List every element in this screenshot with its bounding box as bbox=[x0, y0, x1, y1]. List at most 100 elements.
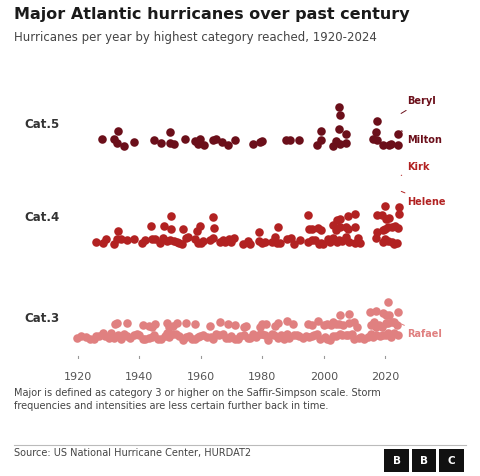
Point bbox=[378, 323, 385, 330]
Point bbox=[166, 139, 173, 147]
Point bbox=[123, 332, 131, 339]
Text: Major Atlantic hurricanes over past century: Major Atlantic hurricanes over past cent… bbox=[14, 7, 410, 22]
Point bbox=[373, 211, 381, 219]
Point bbox=[385, 215, 393, 222]
Point bbox=[318, 136, 325, 144]
Point bbox=[142, 237, 149, 244]
Text: 1980: 1980 bbox=[248, 372, 276, 382]
Point bbox=[191, 235, 199, 243]
Text: Milton: Milton bbox=[401, 131, 442, 145]
Point bbox=[333, 238, 341, 246]
Point bbox=[147, 222, 155, 229]
Point bbox=[255, 228, 263, 236]
Point bbox=[350, 335, 358, 343]
Point bbox=[113, 319, 121, 327]
Point bbox=[194, 140, 202, 148]
FancyBboxPatch shape bbox=[384, 449, 409, 472]
Point bbox=[394, 308, 402, 316]
Point bbox=[163, 238, 171, 245]
Point bbox=[101, 332, 109, 339]
Point bbox=[379, 309, 387, 317]
Point bbox=[107, 329, 115, 337]
Point bbox=[166, 334, 173, 341]
Point bbox=[110, 240, 118, 248]
Point bbox=[345, 332, 352, 339]
Point bbox=[175, 332, 183, 340]
Point bbox=[120, 142, 128, 149]
Point bbox=[96, 332, 103, 340]
Point bbox=[256, 139, 264, 146]
Point bbox=[345, 310, 352, 317]
Point bbox=[351, 224, 359, 231]
Point bbox=[342, 223, 349, 231]
Text: B: B bbox=[420, 456, 428, 466]
Point bbox=[127, 335, 134, 342]
Point bbox=[360, 335, 368, 342]
Point bbox=[308, 226, 316, 233]
Point bbox=[264, 336, 272, 343]
Text: Hurricanes per year by highest category reached, 1920-2024: Hurricanes per year by highest category … bbox=[14, 31, 377, 44]
Point bbox=[395, 210, 402, 218]
Point bbox=[218, 139, 226, 146]
Point bbox=[270, 332, 278, 339]
Point bbox=[329, 318, 336, 326]
Point bbox=[110, 136, 118, 143]
Point bbox=[197, 239, 205, 247]
Point bbox=[342, 234, 349, 241]
Point bbox=[283, 330, 291, 338]
Point bbox=[299, 334, 307, 342]
Point bbox=[173, 238, 180, 246]
Point bbox=[318, 127, 325, 134]
Text: Cat.3: Cat.3 bbox=[24, 312, 60, 325]
Point bbox=[138, 239, 146, 247]
Point bbox=[321, 333, 328, 341]
Point bbox=[387, 333, 395, 341]
Point bbox=[296, 236, 304, 244]
Point bbox=[329, 222, 336, 229]
Point bbox=[373, 136, 381, 143]
Point bbox=[244, 335, 252, 342]
Point bbox=[304, 321, 312, 328]
Point bbox=[379, 331, 387, 338]
Point bbox=[394, 239, 401, 247]
Point bbox=[123, 319, 131, 327]
Point bbox=[268, 330, 276, 338]
Point bbox=[182, 235, 190, 242]
Point bbox=[114, 236, 121, 243]
Point bbox=[262, 238, 269, 246]
Point bbox=[312, 236, 319, 244]
Point bbox=[262, 320, 270, 328]
Point bbox=[344, 226, 352, 233]
Point bbox=[200, 237, 207, 245]
Point bbox=[372, 307, 380, 315]
Point bbox=[114, 227, 122, 235]
Point bbox=[379, 227, 386, 234]
Point bbox=[355, 335, 362, 342]
Point bbox=[274, 223, 282, 231]
Point bbox=[326, 238, 334, 246]
Point bbox=[151, 236, 158, 243]
Point bbox=[382, 202, 389, 210]
Point bbox=[390, 330, 398, 337]
Point bbox=[271, 322, 278, 330]
Text: Cat.5: Cat.5 bbox=[24, 118, 60, 130]
Text: Rafael: Rafael bbox=[401, 324, 442, 339]
Point bbox=[228, 332, 235, 339]
Point bbox=[305, 211, 312, 218]
Point bbox=[261, 331, 269, 338]
Point bbox=[295, 137, 303, 144]
Point bbox=[105, 334, 113, 342]
Point bbox=[333, 137, 340, 145]
Point bbox=[335, 126, 343, 133]
Text: Cat.4: Cat.4 bbox=[24, 211, 60, 224]
Point bbox=[226, 235, 233, 242]
Point bbox=[117, 336, 124, 343]
Point bbox=[335, 320, 343, 327]
Point bbox=[329, 332, 337, 340]
Point bbox=[320, 240, 327, 248]
Point bbox=[280, 335, 288, 343]
Point bbox=[350, 318, 358, 326]
Point bbox=[206, 322, 214, 329]
Point bbox=[366, 308, 374, 316]
Point bbox=[130, 236, 138, 243]
